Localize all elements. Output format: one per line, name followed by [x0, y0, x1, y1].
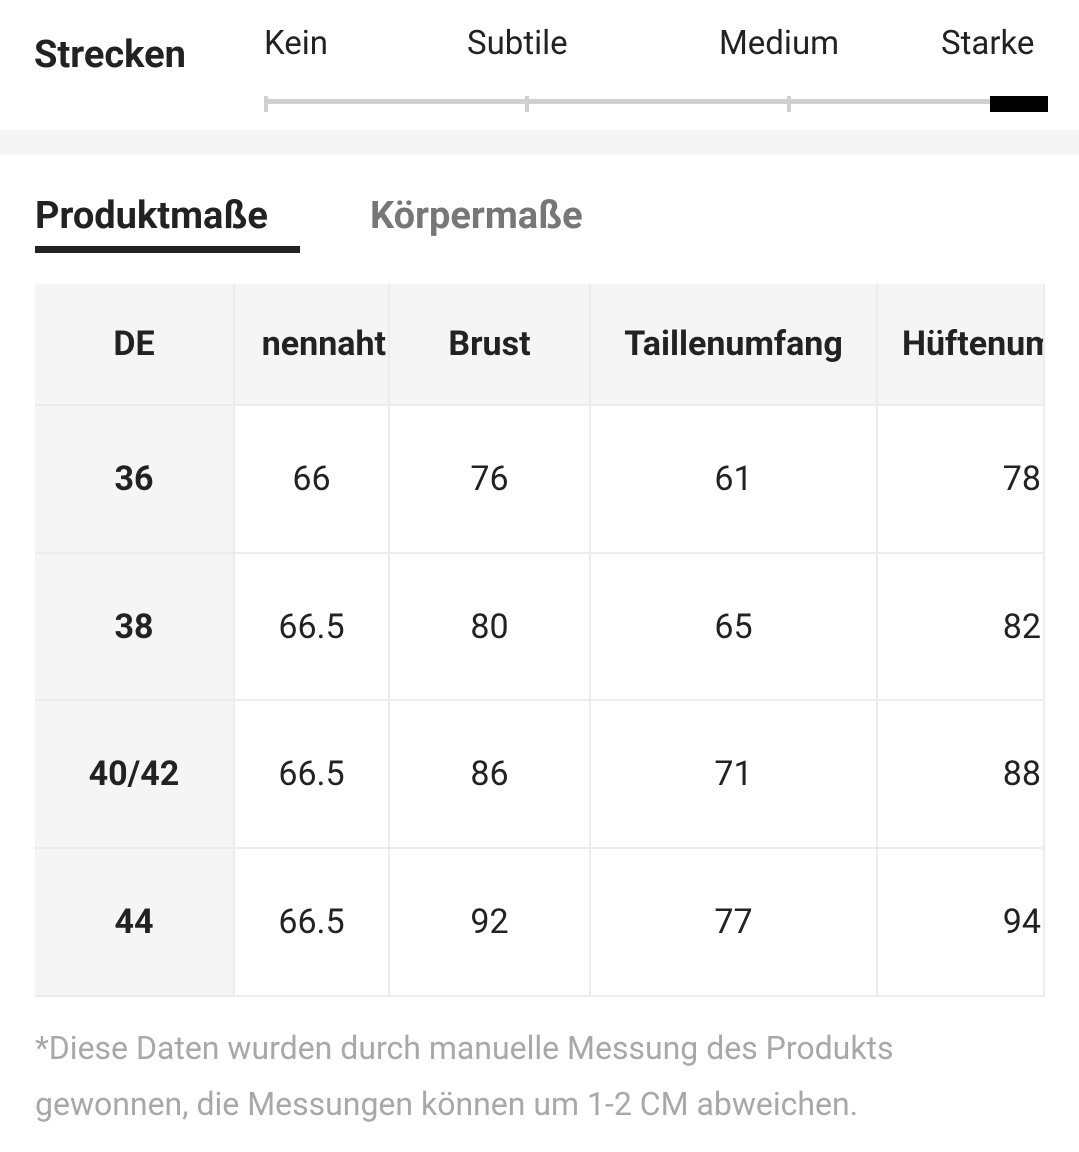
table-cell: 94 — [878, 849, 1045, 997]
table-cell: 66 — [235, 406, 390, 554]
table-header-cell: 44 — [35, 849, 235, 997]
table-cell: 66.5 — [235, 554, 390, 701]
table-cell: 78 — [878, 406, 1045, 554]
slider-tick — [787, 96, 791, 112]
table-header-cell: 36 — [35, 406, 235, 554]
table-cell: 66.5 — [235, 701, 390, 849]
tab-active[interactable]: Produktmaße — [35, 194, 268, 238]
stretch-level: Subtile — [467, 24, 568, 63]
table-cell: 77 — [591, 849, 878, 997]
table-cell: 86 — [390, 701, 591, 849]
footnote: *Diese Daten wurden durch manuelle Messu… — [35, 1029, 894, 1123]
table-cell: 92 — [390, 849, 591, 997]
stretch-label: Strecken — [34, 33, 186, 77]
slider-track — [265, 99, 1047, 104]
table-cell: 76 — [390, 406, 591, 554]
table-header-cell: Hüftenum — [878, 284, 1045, 406]
table-cell: 65 — [591, 554, 878, 701]
table-cell: 82 — [878, 554, 1045, 701]
tab[interactable]: Körpermaße — [370, 194, 583, 238]
table-cell: 80 — [390, 554, 591, 701]
stretch-level: Starke — [941, 24, 1035, 63]
table-cell: 88 — [878, 701, 1045, 849]
table-header-cell: 40/42 — [35, 701, 235, 849]
separator — [0, 130, 1079, 155]
tab-underline — [35, 246, 300, 253]
table-header-cell: Taillenumfang — [591, 284, 878, 406]
table-cell: 66.5 — [235, 849, 390, 997]
table-header-cell: nennaht — [235, 284, 390, 406]
table-cell: 71 — [591, 701, 878, 849]
table-header-cell: 38 — [35, 554, 235, 701]
stretch-level: Medium — [719, 24, 840, 63]
slider-active — [990, 96, 1048, 112]
table-header-cell: DE — [35, 284, 235, 406]
table-header-cell: Brust — [390, 284, 591, 406]
table-cell: 61 — [591, 406, 878, 554]
slider-tick — [525, 96, 529, 112]
slider-tick — [264, 96, 268, 112]
stretch-level: Kein — [264, 24, 329, 63]
